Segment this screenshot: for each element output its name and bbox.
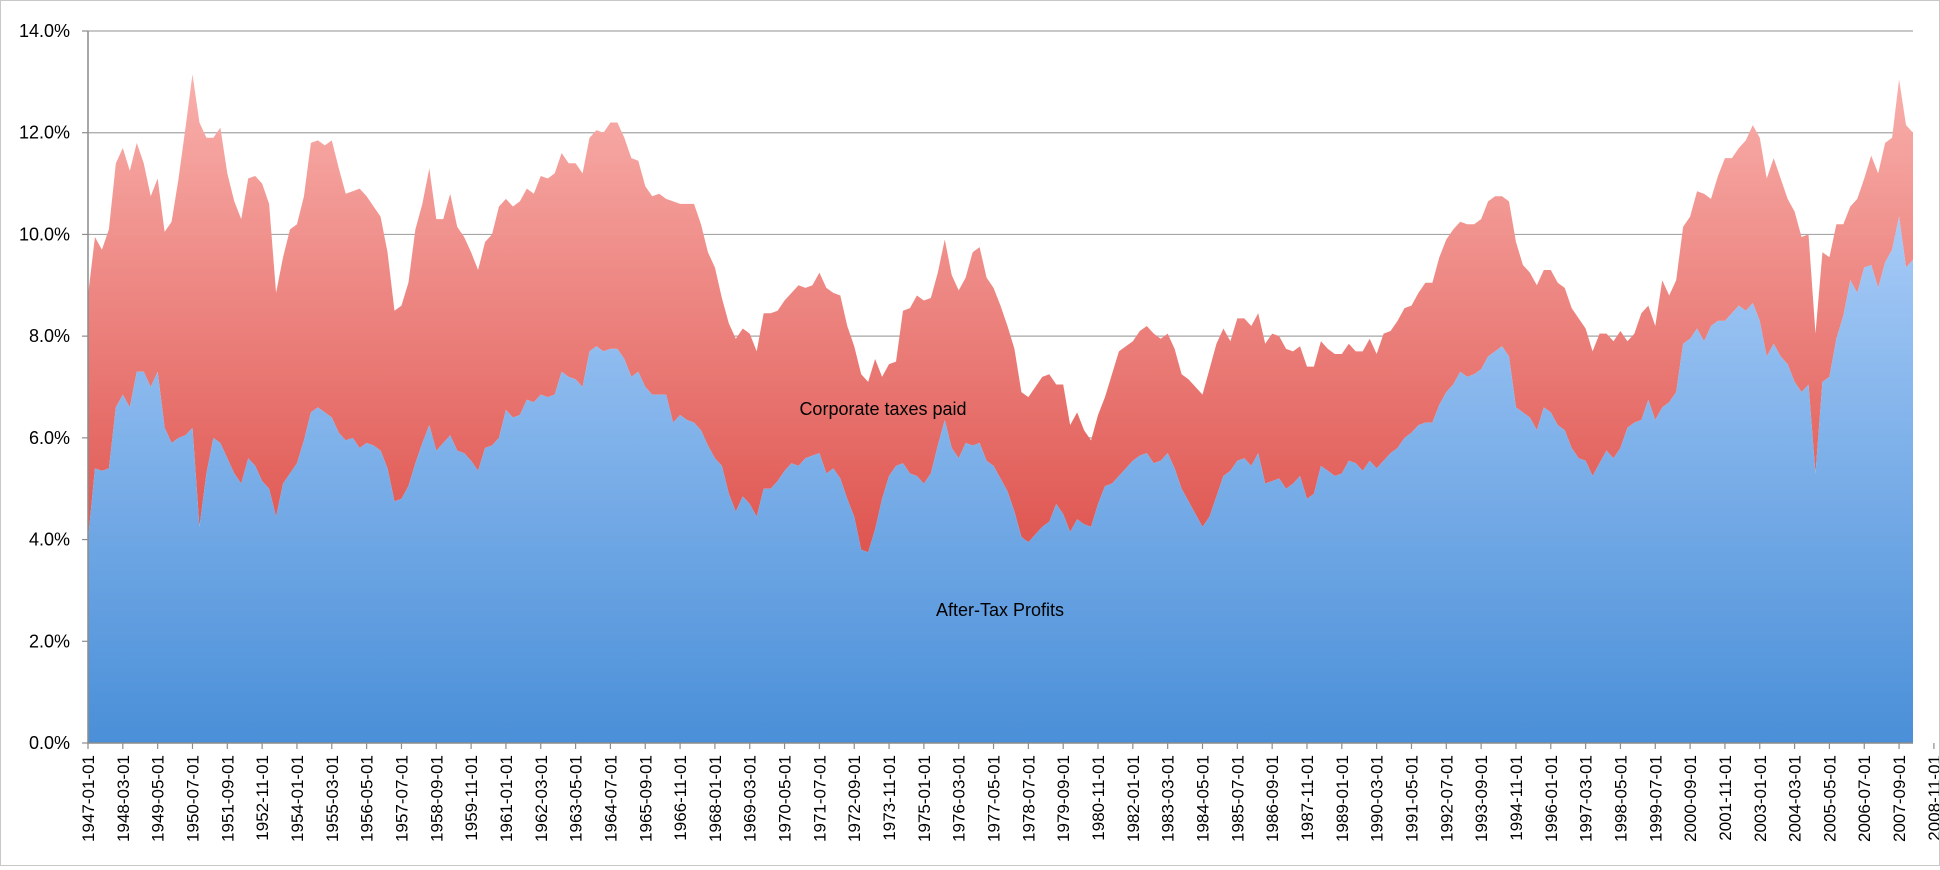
x-tick-label: 1983-03-01 <box>1159 755 1178 842</box>
x-tick-label: 1992-07-01 <box>1437 755 1456 842</box>
x-tick-label: 1948-03-01 <box>114 755 133 842</box>
y-tick-label: 10.0% <box>19 224 70 244</box>
x-tick-label: 1997-03-01 <box>1577 755 1596 842</box>
x-tick-label: 1970-05-01 <box>776 755 795 842</box>
x-tick-label: 2006-07-01 <box>1855 755 1874 842</box>
y-tick-label: 12.0% <box>19 123 70 143</box>
x-tick-label: 1954-01-01 <box>288 755 307 842</box>
x-tick-label: 1993-09-01 <box>1472 755 1491 842</box>
x-tick-label: 1973-11-01 <box>880 755 899 841</box>
x-tick-label: 1949-05-01 <box>149 755 168 842</box>
x-tick-label: 1968-01-01 <box>706 755 725 842</box>
y-tick-label: 2.0% <box>29 631 70 651</box>
x-tick-label: 1957-07-01 <box>392 755 411 842</box>
x-tick-label: 1991-05-01 <box>1402 755 1421 842</box>
area-after-tax-profits <box>88 216 1913 743</box>
x-tick-label: 1971-07-01 <box>810 755 829 842</box>
y-tick-label: 0.0% <box>29 733 70 753</box>
area-corporate-taxes-paid <box>88 74 1913 553</box>
x-tick-label: 2008-11-01 <box>1925 755 1939 841</box>
series-label-after-tax-profits: After-Tax Profits <box>936 600 1064 620</box>
series-label-corporate-taxes: Corporate taxes paid <box>799 399 966 419</box>
x-tick-label: 1982-01-01 <box>1124 755 1143 842</box>
x-tick-label: 1985-07-01 <box>1228 755 1247 842</box>
x-tick-label: 1975-01-01 <box>915 755 934 842</box>
x-tick-label: 1961-01-01 <box>497 755 516 842</box>
x-tick-label: 1952-11-01 <box>253 755 272 841</box>
x-tick-label: 2007-09-01 <box>1890 755 1909 842</box>
y-tick-label: 8.0% <box>29 326 70 346</box>
x-tick-label: 1958-09-01 <box>427 755 446 842</box>
x-tick-label: 1950-07-01 <box>183 755 202 842</box>
x-tick-label: 1979-09-01 <box>1054 755 1073 842</box>
x-tick-label: 1999-07-01 <box>1646 755 1665 842</box>
x-tick-label: 1951-09-01 <box>218 755 237 842</box>
area-layer <box>88 74 1913 743</box>
x-tick-label: 1984-05-01 <box>1194 755 1213 842</box>
x-tick-label: 1986-09-01 <box>1263 755 1282 842</box>
x-tick-label: 1977-05-01 <box>985 755 1004 842</box>
axes <box>87 31 1913 744</box>
y-tick-label: 14.0% <box>19 21 70 41</box>
x-tick-label: 1947-01-01 <box>79 755 98 842</box>
x-tick-label: 2000-09-01 <box>1681 755 1700 842</box>
x-tick-label: 2003-01-01 <box>1751 755 1770 842</box>
x-tick-label: 1978-07-01 <box>1019 755 1038 842</box>
y-axis-tick-labels: 0.0% 2.0% 4.0% 6.0% 8.0% 10.0% 12.0% 14.0% <box>19 21 88 753</box>
x-tick-label: 1962-03-01 <box>532 755 551 842</box>
x-tick-label: 2001-11-01 <box>1716 755 1735 841</box>
y-tick-label: 6.0% <box>29 428 70 448</box>
x-tick-label: 1963-05-01 <box>567 755 586 842</box>
x-tick-label: 1989-01-01 <box>1333 755 1352 842</box>
x-tick-label: 1955-03-01 <box>323 755 342 842</box>
x-tick-label: 1972-09-01 <box>845 755 864 842</box>
x-tick-label: 1976-03-01 <box>950 755 969 842</box>
x-tick-label: 1998-05-01 <box>1611 755 1630 842</box>
x-tick-label: 1987-11-01 <box>1298 755 1317 841</box>
x-tick-label: 1990-03-01 <box>1368 755 1387 842</box>
x-tick-label: 1956-05-01 <box>358 755 377 842</box>
x-tick-label: 1980-11-01 <box>1089 755 1108 841</box>
y-tick-label: 4.0% <box>29 530 70 550</box>
x-axis-tick-labels: 1947-01-01 1948-03-01 1949-05-01 1950-07-01… <box>79 743 1940 842</box>
x-tick-label: 1969-03-01 <box>741 755 760 842</box>
x-tick-label: 1959-11-01 <box>462 755 481 841</box>
x-tick-label: 2005-05-01 <box>1820 755 1839 842</box>
x-tick-label: 1966-11-01 <box>671 755 690 841</box>
x-tick-label: 1994-11-01 <box>1507 755 1526 841</box>
x-tick-label: 1996-01-01 <box>1542 755 1561 842</box>
x-tick-label: 2004-03-01 <box>1786 755 1805 842</box>
x-tick-label: 1965-09-01 <box>636 755 655 842</box>
x-tick-label: 1964-07-01 <box>601 755 620 842</box>
